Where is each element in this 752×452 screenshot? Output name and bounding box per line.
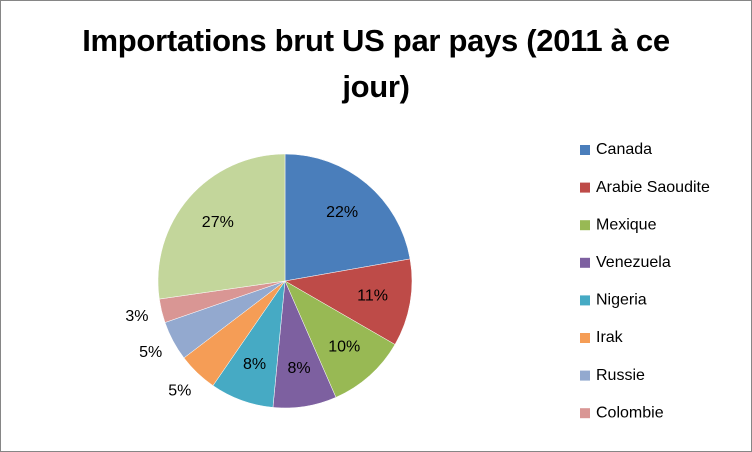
- legend-swatch: [580, 220, 590, 231]
- data-label: 11%: [357, 288, 388, 305]
- legend-label: Arabie Saoudite: [596, 179, 710, 196]
- legend-label: Irak: [596, 329, 624, 346]
- legend-label: Mexique: [596, 216, 657, 233]
- data-label: 22%: [326, 204, 358, 221]
- legend-swatch: [580, 295, 590, 306]
- pie-slice: [157, 153, 286, 300]
- legend-label: Canada: [596, 141, 652, 158]
- data-label: 8%: [243, 356, 266, 373]
- pie-slice: [284, 153, 411, 282]
- legend-swatch: [580, 370, 590, 381]
- legend-label: Venezuela: [596, 254, 671, 271]
- data-label: 5%: [168, 383, 191, 400]
- data-label: 3%: [125, 308, 148, 325]
- data-label: 5%: [139, 344, 162, 361]
- legend-swatch: [580, 333, 590, 343]
- legend-label: Nigeria: [596, 292, 647, 309]
- data-label: 10%: [328, 338, 360, 355]
- data-label: 8%: [287, 360, 310, 377]
- legend-swatch: [580, 408, 590, 419]
- data-label: 27%: [202, 214, 234, 231]
- legend-swatch: [580, 145, 590, 155]
- chart-title: Importations brut US par pays (2011 à ce…: [82, 23, 670, 104]
- pie-slice: [284, 280, 396, 398]
- legend-label: Colombie: [596, 404, 664, 421]
- legend-swatch: [580, 257, 590, 268]
- legend-label: Russie: [596, 367, 645, 384]
- legend-swatch: [580, 182, 590, 193]
- pie-slice: [284, 258, 413, 345]
